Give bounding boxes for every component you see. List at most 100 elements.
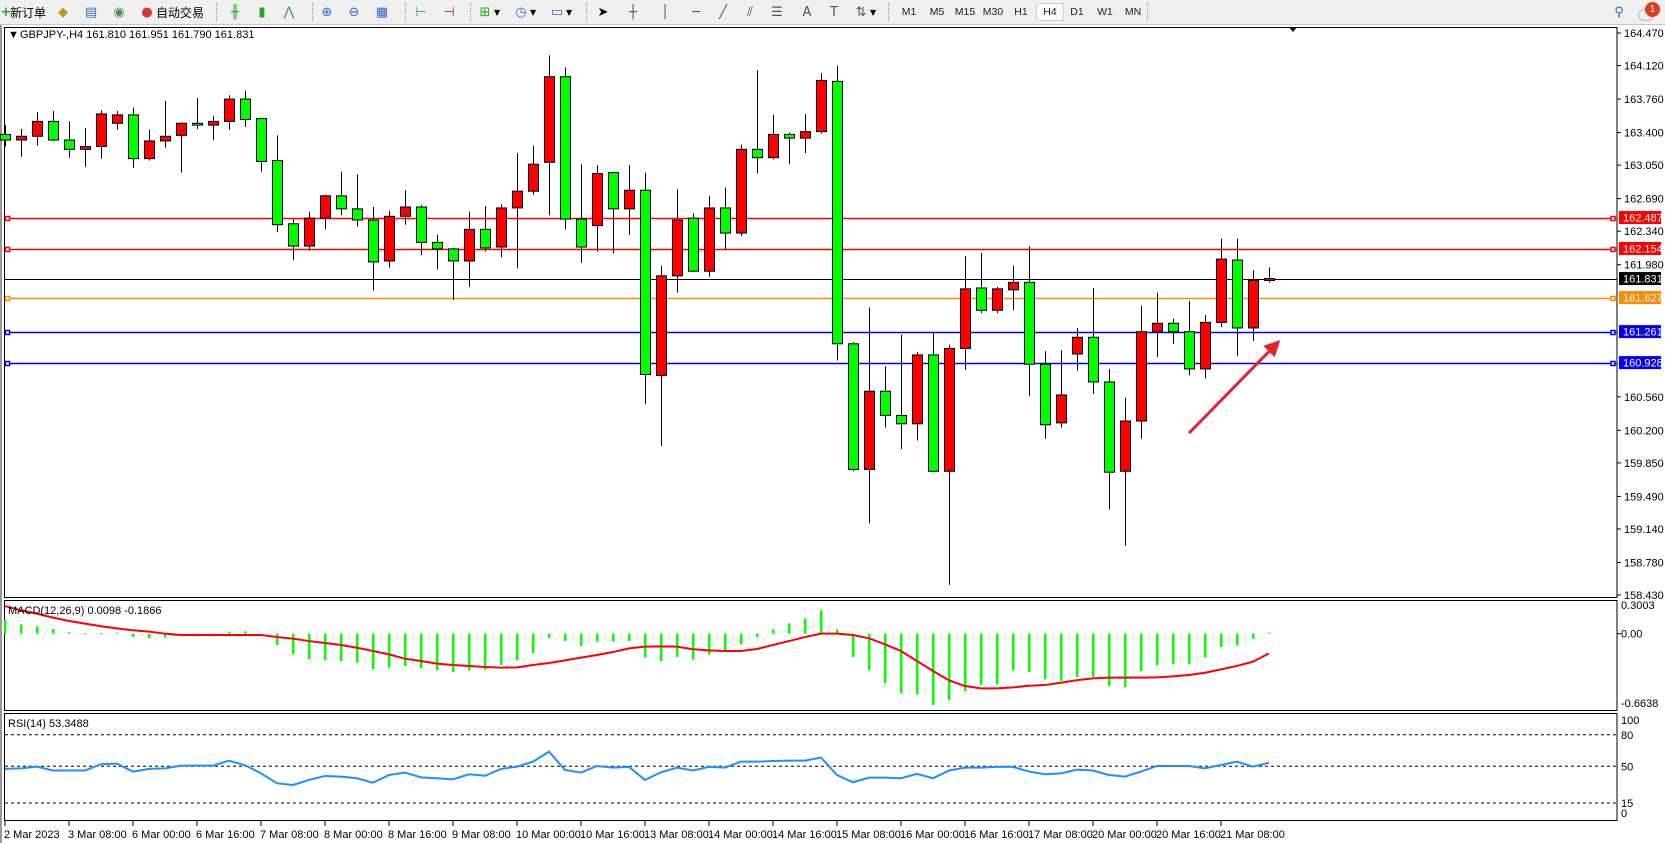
signals-icon: ◉	[113, 4, 125, 20]
price-level-label: 160.928	[1623, 358, 1663, 370]
price-level-tag	[1619, 325, 1661, 339]
candle-body	[176, 122, 187, 136]
macd-histogram-bar	[596, 633, 599, 642]
horizontal-line-button[interactable]: ─	[687, 2, 705, 22]
tile-windows-icon: ▦	[375, 4, 389, 20]
level-handle[interactable]	[4, 246, 11, 253]
market-watch-button[interactable]: ◆	[54, 2, 72, 22]
level-handle[interactable]	[4, 295, 11, 302]
equidistant-channel-button[interactable]: ⫽	[741, 2, 759, 22]
candle	[1168, 318, 1179, 344]
templates-icon: ▭	[550, 4, 564, 20]
level-handle[interactable]	[1610, 246, 1616, 253]
new-order-button[interactable]: + 新订单	[1, 2, 46, 22]
main-panel-frame	[4, 27, 1618, 598]
candle	[544, 55, 555, 216]
search-button[interactable]: ⚲	[1610, 2, 1628, 22]
level-handle[interactable]	[1610, 360, 1616, 367]
candle	[576, 164, 587, 263]
macd-histogram-bar	[212, 633, 215, 635]
timeframe-mn[interactable]: MN	[1124, 6, 1142, 18]
vertical-line-button[interactable]: │	[656, 2, 674, 22]
timeframe-d1[interactable]: D1	[1070, 6, 1084, 18]
crosshair-button[interactable]: ┼	[624, 2, 642, 22]
candle-body	[528, 163, 539, 192]
macd-histogram-bar	[916, 633, 919, 695]
timeframe-m15[interactable]: M15	[954, 6, 976, 18]
candlestick-button[interactable]: ▮	[253, 2, 271, 22]
candle	[384, 210, 395, 268]
candle	[592, 165, 603, 252]
rsi-tick-label: 100	[1621, 715, 1639, 727]
search-icon: ⚲	[1614, 4, 1624, 20]
time-axis-label: 9 Mar 08:00	[452, 829, 511, 841]
candle-body	[16, 135, 27, 141]
text-button[interactable]: A	[798, 2, 816, 22]
indicators-button[interactable]: ⊞ ▼	[476, 2, 501, 22]
text-label-button[interactable]: T	[825, 2, 843, 22]
macd-signal-line	[4, 605, 1270, 690]
time-axis-label: 20 Mar 16:00	[1156, 829, 1221, 841]
candle-body	[112, 114, 123, 124]
bar-chart-button[interactable]: ╫	[226, 2, 244, 22]
autoscroll-button[interactable]: ⊣	[440, 2, 458, 22]
arrow-annotation-line[interactable]	[1187, 350, 1271, 435]
chart-shift-marker[interactable]	[1289, 27, 1297, 32]
navigator-button[interactable]: ▤	[82, 2, 100, 22]
templates-button[interactable]: ▭ ▼	[548, 2, 572, 22]
candle	[688, 213, 699, 273]
macd-histogram-bar	[548, 633, 551, 638]
navigator-icon: ▤	[84, 4, 98, 20]
notifications-button[interactable]: 1	[1638, 2, 1660, 22]
level-handle[interactable]	[1610, 329, 1616, 336]
timeframe-m1[interactable]: M1	[901, 6, 917, 18]
level-handle[interactable]	[1610, 215, 1616, 222]
candle-body	[592, 173, 603, 227]
timeframe-w1[interactable]: W1	[1097, 6, 1113, 18]
time-axis-label: 3 Mar 08:00	[68, 829, 127, 841]
text-icon: A	[802, 4, 812, 20]
timeframe-m5[interactable]: M5	[929, 6, 945, 18]
candle	[1264, 267, 1275, 283]
zoom-in-button[interactable]: ⊕	[318, 2, 336, 22]
zoom-out-button[interactable]: ⊖	[345, 2, 363, 22]
arrows-button[interactable]: ⇅ ▼	[852, 2, 877, 22]
candle	[160, 100, 171, 148]
candle-body	[1264, 278, 1275, 282]
candle-body	[848, 343, 859, 470]
toolbar-separator	[470, 3, 472, 21]
macd-histogram-bar	[1060, 633, 1063, 681]
macd-histogram-bar	[564, 633, 567, 641]
line-chart-button[interactable]: ⋀	[280, 2, 298, 22]
macd-histogram-bar	[388, 633, 391, 668]
timeframe-h4[interactable]: H4	[1036, 3, 1064, 21]
candlestick-icon: ▮	[258, 4, 266, 20]
candle-body	[1120, 420, 1131, 472]
periods-button[interactable]: ◷ ▼	[512, 2, 536, 22]
tile-windows-button[interactable]: ▦	[373, 2, 391, 22]
chart-menu-icon[interactable]: ▼	[8, 29, 19, 41]
arrow-annotation-head[interactable]	[1263, 340, 1281, 358]
level-handle[interactable]	[4, 329, 11, 336]
timeframe-h1[interactable]: H1	[1014, 6, 1028, 18]
fibonacci-button[interactable]: ☰	[768, 2, 786, 22]
trendline-button[interactable]: ╱	[714, 2, 732, 22]
time-axis-label: 16 Mar 16:00	[964, 829, 1029, 841]
indicators-icon: ⊞	[479, 4, 491, 20]
level-handle[interactable]	[4, 360, 11, 367]
price-tick-label: 158.780	[1624, 557, 1664, 569]
candle	[944, 344, 955, 585]
chart-shift-button[interactable]: ⊢	[412, 2, 430, 22]
signals-button[interactable]: ◉	[110, 2, 128, 22]
timeframe-m30[interactable]: M30	[982, 6, 1004, 18]
macd-histogram-bar	[884, 633, 887, 684]
level-handle[interactable]	[1610, 295, 1616, 302]
price-axis[interactable]	[1618, 25, 1665, 843]
cursor-button[interactable]: ➤	[594, 2, 612, 22]
macd-histogram-bar	[452, 633, 455, 672]
auto-trading-button[interactable]: ● 自动交易	[138, 2, 204, 22]
level-handle[interactable]	[4, 215, 11, 222]
candle	[496, 204, 507, 258]
candle-body	[816, 79, 827, 133]
